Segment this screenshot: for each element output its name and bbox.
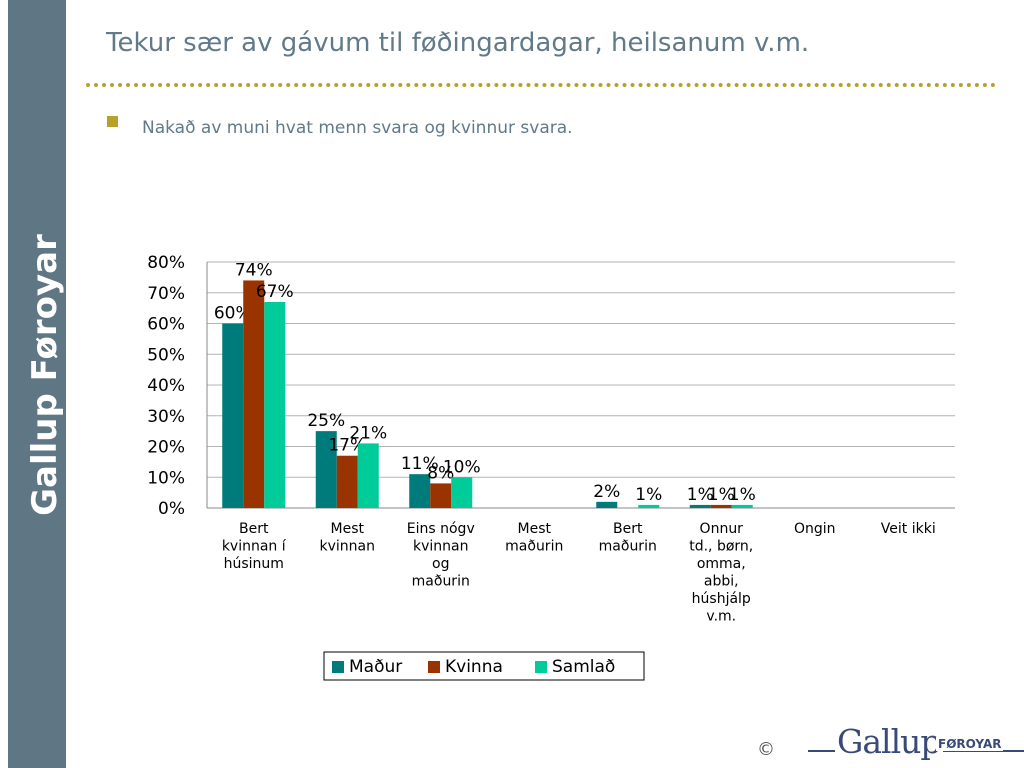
x-tick-label: v.m.: [706, 609, 736, 625]
data-label: 21%: [349, 423, 387, 443]
y-tick-label: 30%: [147, 407, 185, 427]
x-tick-label: kvinnan í: [222, 539, 287, 555]
x-tick-label: kvinnan: [413, 539, 468, 555]
logo-gallup: Gallup: [835, 722, 943, 761]
legend-label: Samlað: [552, 657, 615, 677]
bar-kvinna: [243, 280, 265, 508]
title-divider: [86, 83, 996, 87]
x-tick-label: maðurin: [599, 539, 657, 555]
bar-kvinna: [710, 504, 732, 508]
x-tick-label: og: [432, 556, 449, 572]
data-label: 74%: [235, 260, 273, 280]
y-tick-label: 50%: [147, 345, 185, 365]
x-tick-label: Ongin: [794, 521, 836, 537]
bar-samlað: [731, 504, 753, 508]
data-label: 1%: [708, 485, 735, 505]
bar-maður: [315, 431, 337, 508]
x-tick-label: húsinum: [224, 556, 284, 572]
x-tick-label: Bert: [613, 521, 643, 537]
legend-swatch: [428, 661, 440, 673]
data-label: 67%: [256, 282, 294, 302]
legend-swatch: [535, 661, 547, 673]
x-tick-label: Onnur: [700, 521, 744, 537]
legend-label: Maður: [349, 657, 402, 677]
y-tick-label: 40%: [147, 376, 185, 396]
legend-label: Kvinna: [445, 657, 503, 677]
data-label: 8%: [427, 463, 454, 483]
y-tick-label: 0%: [158, 499, 185, 519]
bar-samlað: [264, 301, 286, 508]
bar-maður: [689, 504, 711, 508]
data-label: 1%: [729, 485, 756, 505]
x-tick-label: Bert: [239, 521, 269, 537]
bar-maður: [596, 501, 618, 508]
bullet-text: Nakað av muni hvat menn svara og kvinnur…: [142, 118, 573, 138]
slide-title: Tekur sær av gávum til føðingardagar, he…: [106, 28, 810, 58]
data-label: 17%: [328, 436, 366, 456]
data-label: 1%: [635, 485, 662, 505]
bar-samlað: [451, 477, 473, 508]
y-tick-label: 20%: [147, 438, 185, 458]
data-label: 11%: [401, 454, 439, 474]
bullet-square-icon: [107, 116, 118, 127]
data-label: 2%: [593, 482, 620, 502]
y-tick-label: 80%: [147, 253, 185, 273]
x-tick-label: maðurin: [505, 539, 563, 555]
sidebar-band: Gallup Føroyar: [8, 0, 66, 768]
x-tick-label: abbi,: [704, 574, 739, 590]
bar-kvinna: [336, 455, 358, 508]
legend-box: [323, 651, 645, 681]
x-tick-label: omma,: [697, 556, 746, 572]
data-label: 10%: [443, 457, 481, 477]
logo-foroyar: FØROYAR: [936, 737, 1004, 751]
y-tick-label: 10%: [147, 468, 185, 488]
x-tick-label: maðurin: [412, 574, 470, 590]
data-label: 60%: [214, 304, 252, 324]
x-tick-label: Mest: [518, 521, 552, 537]
x-tick-label: Eins nógv: [407, 521, 475, 537]
legend-swatch: [332, 661, 344, 673]
bar-maður: [409, 474, 431, 508]
x-tick-label: Mest: [331, 521, 365, 537]
y-tick-label: 60%: [147, 315, 185, 335]
x-tick-label: húshjálp: [692, 591, 751, 607]
bar-maður: [222, 323, 244, 508]
bar-kvinna: [430, 483, 452, 508]
data-label: 1%: [687, 485, 714, 505]
x-tick-label: kvinnan: [320, 539, 375, 555]
copyright-symbol: ©: [757, 739, 775, 760]
bar-samlað: [638, 504, 660, 508]
x-tick-label: td., børn,: [689, 539, 753, 555]
bar-samlað: [357, 443, 379, 508]
y-tick-label: 70%: [147, 284, 185, 304]
data-label: 25%: [307, 411, 345, 431]
x-tick-label: Veit ikki: [881, 521, 936, 537]
